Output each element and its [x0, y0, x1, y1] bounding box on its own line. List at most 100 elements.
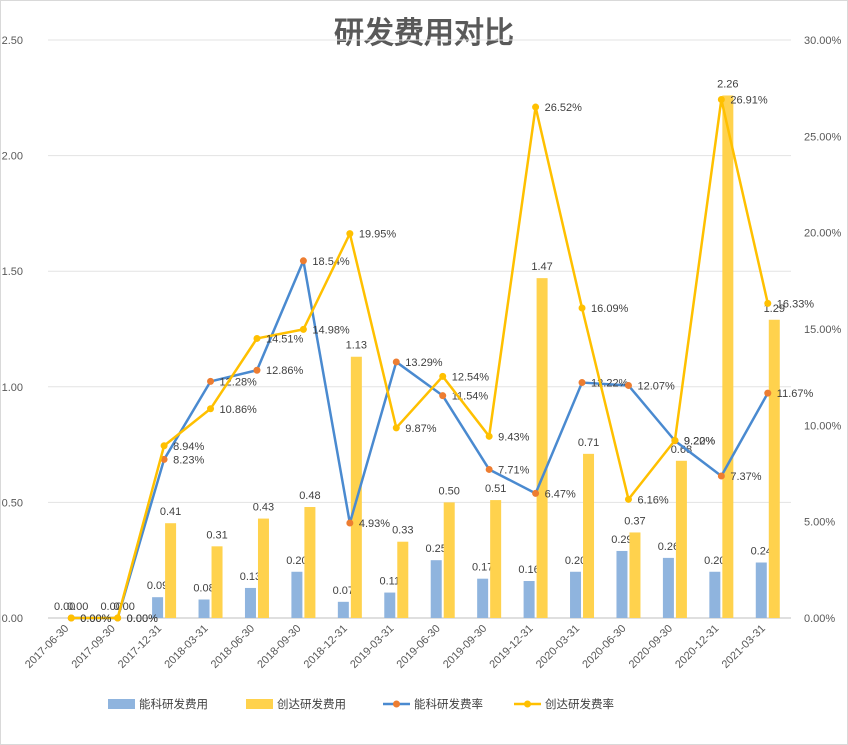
right-axis-tick-label: 25.00% [804, 131, 842, 143]
legend-label: 创达研发费率 [545, 697, 614, 711]
line-data-label: 14.98% [312, 324, 350, 336]
bar-nengke-rd-expense [244, 587, 256, 618]
line-point-marker [485, 432, 493, 440]
x-axis-tick-label: 2020-12-31 [673, 623, 721, 671]
bar-chuangda-rd-expense [675, 460, 687, 618]
bar-chuangda-rd-expense [165, 523, 177, 618]
line-data-label: 11.67% [777, 388, 814, 400]
line-point-marker [392, 424, 400, 432]
line-data-label: 19.95% [359, 229, 397, 241]
bar-nengke-rd-expense [337, 601, 349, 618]
bar-chuangda-rd-expense [490, 500, 502, 618]
bar-nengke-rd-expense [198, 599, 210, 618]
bar-data-label: 1.13 [346, 340, 367, 352]
chart-title: 研发费用对比 [334, 17, 514, 50]
legend-label: 能科研发费率 [414, 697, 483, 711]
bar-data-label: 0.31 [206, 529, 227, 541]
line-data-label: 4.93% [359, 518, 390, 530]
bar-data-label: 0.33 [392, 525, 413, 537]
line-data-label: 0.00% [127, 613, 158, 625]
legend-swatch [108, 699, 135, 709]
legend-swatch [246, 699, 273, 709]
x-axis-tick-label: 2020-09-30 [627, 623, 675, 671]
line-point-marker [207, 377, 215, 385]
x-axis-tick-label: 2018-09-30 [255, 623, 303, 671]
legend-label: 能科研发费用 [139, 697, 208, 711]
bar-data-label: 0.24 [751, 546, 772, 558]
bar-data-label: 0.11 [379, 576, 400, 588]
line-point-marker [67, 614, 75, 622]
bar-data-label: 0.13 [240, 571, 261, 583]
bar-chuangda-rd-expense [397, 541, 409, 618]
x-axis-tick-label: 2019-09-30 [441, 623, 489, 671]
line-data-label: 9.22% [684, 435, 715, 447]
line-point-marker [671, 436, 679, 444]
bar-chuangda-rd-expense [211, 546, 223, 618]
line-point-marker [764, 389, 772, 397]
bar-nengke-rd-expense [709, 571, 721, 618]
right-axis-tick-label: 15.00% [804, 324, 842, 336]
line-data-label: 9.20% [684, 436, 715, 448]
line-point-marker [764, 299, 772, 307]
line-point-marker [624, 495, 632, 503]
line-data-label: 6.47% [545, 488, 576, 500]
bar-data-label: 0.68 [671, 444, 692, 456]
bar-chuangda-rd-expense [304, 507, 316, 618]
bar-nengke-rd-expense [662, 557, 674, 618]
bar-data-label: 0.08 [193, 583, 214, 595]
line-point-marker [485, 465, 493, 473]
bar-data-label: 0.00 [100, 601, 121, 613]
line-point-marker [578, 379, 586, 387]
bar-data-label: 0.00 [67, 601, 88, 613]
bar-chuangda-rd-expense [257, 518, 269, 618]
x-axis-tick-label: 2019-06-30 [395, 623, 443, 671]
bar-data-label: 1.47 [531, 261, 552, 273]
bar-nengke-rd-expense [755, 562, 767, 618]
line-data-label: 12.22% [591, 378, 629, 390]
bar-chuangda-rd-expense [536, 278, 548, 618]
line-data-label: 16.33% [777, 298, 815, 310]
line-data-label: 14.51% [266, 333, 304, 345]
bar-data-label: 0.25 [426, 543, 447, 555]
line-point-marker [717, 472, 725, 480]
bar-data-label: 0.71 [578, 437, 599, 449]
line-data-label: 7.37% [730, 471, 761, 483]
x-axis-tick-label: 2020-06-30 [580, 623, 628, 671]
left-axis-tick-label: 1.50 [2, 266, 23, 278]
bar-nengke-rd-expense [616, 550, 628, 618]
bar-data-label: 2.26 [717, 78, 738, 90]
bar-chuangda-rd-expense [768, 319, 780, 618]
line-point-marker [532, 103, 540, 111]
line-data-label: 18.54% [312, 256, 350, 268]
bar-data-label: 0.16 [518, 564, 539, 576]
line-point-marker [253, 334, 261, 342]
bar-chuangda-rd-expense [350, 356, 362, 618]
bar-chuangda-rd-expense [443, 502, 455, 618]
line-data-label: 0.00% [127, 613, 158, 625]
right-axis-tick-label: 20.00% [804, 228, 842, 240]
line-data-label: 8.23% [173, 454, 204, 466]
bar-nengke-rd-expense [430, 560, 442, 618]
bar-chuangda-rd-expense [583, 453, 595, 618]
bar-data-label: 0.41 [160, 506, 181, 518]
line-data-label: 13.29% [405, 357, 443, 369]
bar-data-label: 0.43 [253, 502, 274, 514]
line-chuangda-rd-rate [71, 98, 770, 620]
line-data-label: 7.71% [498, 464, 529, 476]
left-axis-tick-label: 2.50 [2, 35, 23, 47]
bar-data-label: 0.00 [54, 601, 75, 613]
bar-data-label: 0.20 [286, 555, 307, 567]
right-axis-tick-label: 10.00% [804, 420, 842, 432]
bar-data-label: 0.48 [299, 490, 320, 502]
x-axis-tick-label: 2018-03-31 [162, 623, 210, 671]
line-point-marker [439, 392, 447, 400]
bar-data-label: 0.29 [611, 534, 632, 546]
bar-nengke-rd-expense [523, 581, 535, 618]
bar-data-label: 0.20 [565, 555, 586, 567]
legend-label: 创达研发费用 [277, 697, 346, 711]
bar-data-label: 0.07 [333, 585, 354, 597]
line-data-label: 26.52% [545, 102, 583, 114]
x-axis-tick-label: 2017-09-30 [69, 623, 117, 671]
left-axis-tick-label: 0.50 [2, 497, 23, 509]
